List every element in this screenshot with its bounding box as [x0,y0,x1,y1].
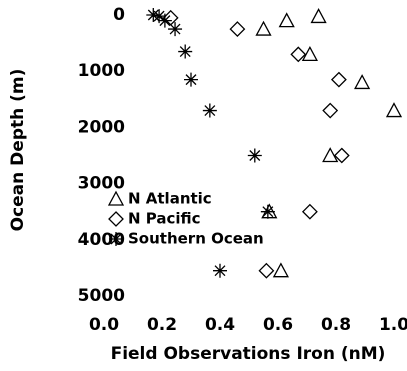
legend-marker [107,190,125,206]
marker [310,8,327,24]
legend-marker [108,211,124,227]
marker [278,12,295,28]
y-tick-label: 0 [113,5,125,25]
marker [152,9,167,24]
marker [322,147,339,163]
legend-marker [109,232,123,246]
legend: N Atlantic N Pacific Southern Ocean [107,190,264,248]
x-tick-label: 0.6 [263,315,293,335]
marker [385,102,403,118]
marker [272,262,289,278]
marker [301,45,318,62]
legend-label: N Atlantic [128,190,212,208]
y-tick-label: 5000 [78,286,125,306]
marker [260,204,275,219]
y-tick-label: 4000 [78,230,125,250]
marker [247,148,262,163]
x-tick-label: 0.2 [147,315,177,335]
marker [333,147,350,164]
x-tick-label: 1.0 [379,315,407,335]
marker [178,44,193,59]
x-tick-label: 0.8 [321,315,351,335]
marker [255,20,272,36]
x-tick-label: 0.0 [89,315,119,335]
marker [322,102,339,119]
marker [330,71,347,88]
marker [354,74,371,90]
marker [168,22,183,37]
marker [202,103,217,118]
marker [290,46,307,63]
marker [301,203,318,220]
x-axis-label: Field Observations Iron (nM) [111,344,386,364]
marker [157,13,172,28]
legend-label: N Pacific [128,210,201,228]
marker [258,262,275,279]
marker [213,263,227,278]
y-tick-label: 2000 [78,117,125,137]
y-tick-label: 1000 [78,61,125,81]
marker [184,72,198,87]
y-axis-label: Ocean Depth (m) [8,69,28,232]
marker [229,21,246,37]
y-tick-label: 3000 [78,174,125,194]
marker [146,8,161,23]
x-tick-label: 0.4 [205,315,235,335]
legend-label: Southern Ocean [128,230,264,248]
